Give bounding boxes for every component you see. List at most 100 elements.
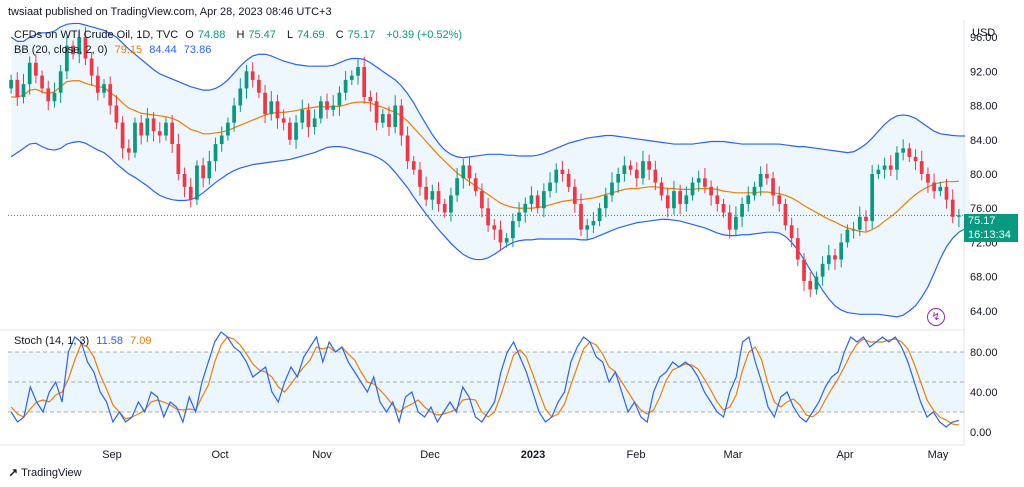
candle-body: [820, 263, 825, 277]
candle-body: [126, 148, 131, 153]
candle-body: [133, 122, 137, 153]
candle-body: [795, 238, 800, 260]
candle-body: [195, 165, 199, 200]
candle-body: [288, 122, 292, 140]
candle-body: [845, 229, 850, 243]
candle-body: [455, 178, 459, 196]
candle-body: [151, 118, 156, 132]
last-price-tag: 75.17: [964, 214, 1018, 228]
candle-body: [740, 203, 744, 217]
candle-body: [703, 178, 707, 187]
stoch-label: Stoch (14, 1, 3): [14, 335, 90, 347]
stoch-legend[interactable]: Stoch (14, 1, 3) 11.58 7.09: [14, 335, 155, 347]
candle-body: [430, 191, 435, 200]
candle-body: [207, 161, 212, 179]
candle-body: [356, 67, 360, 76]
candle-body: [387, 114, 391, 127]
candle-body: [857, 216, 862, 230]
candle-body: [170, 122, 175, 145]
candle-body: [665, 195, 670, 209]
bb-label: BB (20, close, 2, 0): [14, 44, 108, 56]
candle-body: [765, 174, 769, 179]
brand-name: TradingView: [21, 467, 82, 479]
candle-body: [300, 109, 305, 123]
bb-lower-value: 73.86: [183, 44, 212, 56]
candle-body: [331, 105, 336, 110]
candle-body: [188, 186, 193, 200]
candle-body: [349, 75, 354, 80]
ohlc-open: O 74.88: [185, 29, 226, 41]
candle-body: [777, 195, 782, 204]
candle-body: [678, 191, 682, 204]
candle-body: [306, 109, 311, 127]
currency-label: USD: [972, 27, 996, 39]
candle-body: [585, 225, 590, 230]
symbol-name: CFDs on WTI Crude Oil, 1D, TVC: [14, 29, 179, 41]
bb-upper-line: [10, 22, 966, 159]
candle-body: [312, 118, 317, 127]
price-change: +0.39 (+0.52%): [386, 29, 463, 41]
candle-body: [647, 161, 652, 170]
time-tick-label: Dec: [420, 449, 440, 461]
candle-body: [826, 255, 831, 264]
candle-body: [380, 114, 385, 123]
candle-body: [709, 186, 713, 196]
candle-body: [870, 174, 875, 222]
candle-body: [71, 45, 75, 55]
candle-body: [343, 79, 348, 93]
candle-body: [746, 195, 751, 204]
candle-body: [393, 105, 398, 127]
candle-body: [114, 105, 119, 123]
candle-body: [548, 182, 552, 192]
candle-body: [27, 62, 32, 85]
price-tick-label: 92.00: [970, 66, 998, 78]
candle-body: [182, 174, 187, 187]
time-tick-label: Apr: [836, 449, 853, 461]
price-tick-label: 76.00: [970, 203, 998, 215]
time-tick-label: Mar: [724, 449, 743, 461]
candle-body: [219, 135, 224, 145]
candle-body: [572, 186, 577, 204]
candle-body: [411, 161, 416, 170]
candle-body: [449, 195, 453, 213]
candle-body: [926, 174, 930, 183]
candle-body: [405, 135, 410, 162]
candle-body: [591, 221, 596, 226]
candle-body: [244, 71, 249, 89]
candle-body: [504, 238, 509, 243]
candle-body: [771, 178, 775, 196]
candle-body: [864, 216, 868, 222]
candle-body: [610, 182, 614, 196]
candle-body: [399, 105, 404, 136]
candle-body: [77, 37, 82, 55]
candle-body: [876, 169, 881, 174]
time-tick-label: Oct: [211, 449, 228, 461]
candle-body: [325, 101, 329, 110]
candle-body: [281, 118, 286, 123]
candle-body: [15, 79, 20, 97]
candle-body: [734, 216, 738, 230]
candle-body: [40, 75, 44, 89]
bb-fill-area: [11, 23, 972, 317]
candle-body: [164, 122, 168, 136]
candle-body: [226, 122, 230, 136]
candle-body: [511, 221, 515, 239]
candle-body: [758, 174, 763, 187]
lightning-icon[interactable]: ↯: [927, 308, 945, 326]
candle-body: [839, 242, 844, 260]
time-tick-label: Sep: [102, 449, 122, 461]
bb-legend[interactable]: BB (20, close, 2, 0) 79.15 84.44 73.86: [14, 44, 215, 56]
candle-body: [783, 203, 788, 226]
candle-body: [418, 169, 422, 187]
footer-brand[interactable]: ↗ TradingView: [8, 466, 82, 480]
candle-body: [46, 88, 51, 102]
candle-body: [232, 105, 236, 123]
candle-body: [690, 182, 695, 196]
candle-body: [696, 178, 701, 183]
stoch-tick-label: 0.00: [970, 427, 991, 439]
candle-body: [684, 195, 689, 204]
time-tick-label: Feb: [627, 449, 646, 461]
